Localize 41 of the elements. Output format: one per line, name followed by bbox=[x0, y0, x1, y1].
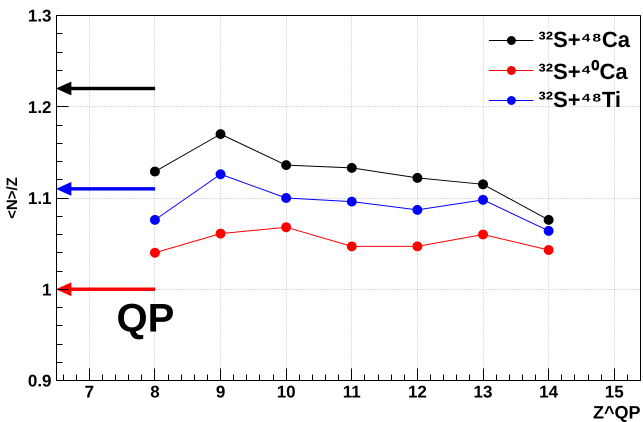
x-tick-label: 8 bbox=[150, 382, 160, 402]
point bbox=[544, 245, 554, 256]
y-tick-label: 1.2 bbox=[28, 98, 52, 117]
x-tick-label: 9 bbox=[216, 382, 226, 402]
y-tick-label: 1.1 bbox=[28, 189, 52, 208]
x-tick-label: 14 bbox=[539, 382, 559, 402]
point bbox=[412, 172, 422, 183]
point bbox=[346, 241, 357, 252]
x-tick-label: 10 bbox=[276, 382, 296, 402]
point bbox=[150, 166, 160, 177]
point bbox=[478, 179, 488, 190]
x-tick-label: 15 bbox=[604, 382, 624, 402]
x-tick-label: 7 bbox=[84, 382, 94, 402]
point bbox=[281, 160, 292, 170]
point bbox=[150, 214, 160, 225]
point bbox=[150, 248, 160, 258]
annotation: QP bbox=[116, 296, 174, 340]
x-tick-label: 12 bbox=[408, 382, 427, 402]
point bbox=[346, 162, 357, 173]
point bbox=[544, 226, 554, 236]
point bbox=[216, 169, 226, 180]
legend-label: ³²S+⁴⁸Ti bbox=[538, 86, 622, 114]
x-tick-label: 13 bbox=[474, 382, 492, 402]
point bbox=[216, 129, 226, 140]
point bbox=[281, 193, 292, 203]
y-tick-label: 1 bbox=[42, 280, 52, 300]
y-tick-label: 0.9 bbox=[28, 372, 52, 390]
legend-label: ³²S+⁴⁰Ca bbox=[538, 58, 628, 85]
x-axis-title: Z^QP bbox=[592, 402, 640, 422]
point bbox=[412, 241, 422, 252]
legend-label: ³²S+⁴⁸Ca bbox=[538, 26, 630, 54]
point bbox=[478, 194, 488, 205]
y-axis-title: <N>/Z bbox=[4, 177, 21, 219]
point bbox=[544, 214, 554, 225]
x-tick-label: 11 bbox=[342, 382, 361, 402]
point bbox=[346, 196, 357, 207]
point bbox=[412, 204, 422, 215]
y-tick-label: 1.3 bbox=[28, 6, 52, 26]
point bbox=[216, 228, 226, 239]
point bbox=[281, 222, 292, 232]
point bbox=[478, 230, 488, 240]
